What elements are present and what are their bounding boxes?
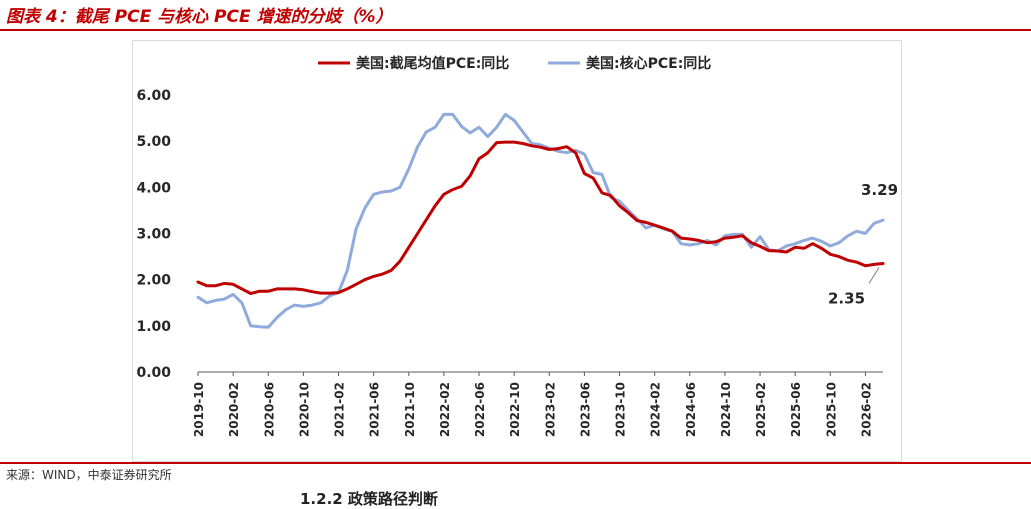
data-label-core-latest: 3.29 xyxy=(861,181,898,199)
data-label-trimmed-latest: 2.35 xyxy=(828,290,865,308)
y-tick-label: 0.00 xyxy=(136,365,171,381)
x-tick-label: 2023-10 xyxy=(614,382,628,437)
source-note: 来源：WIND，中泰证券研究所 xyxy=(6,468,172,482)
title-rule xyxy=(0,29,1031,31)
x-tick-label: 2025-02 xyxy=(754,382,768,437)
x-tick-label: 2025-06 xyxy=(789,382,803,437)
y-tick-label: 6.00 xyxy=(136,88,171,104)
y-tick-label: 5.00 xyxy=(136,134,171,150)
x-tick-label: 2024-02 xyxy=(649,382,663,437)
legend-core-pce-label: 美国:核心PCE:同比 xyxy=(586,55,711,72)
x-tick-label: 2024-06 xyxy=(684,382,698,437)
legend-trimmed-pce-label: 美国:截尾均值PCE:同比 xyxy=(356,55,509,72)
y-tick-label: 3.00 xyxy=(136,227,171,243)
data-label-leader xyxy=(868,267,880,284)
source-rule xyxy=(0,462,1031,464)
x-tick-label: 2020-02 xyxy=(227,382,241,437)
x-tick-label: 2026-02 xyxy=(859,382,873,437)
y-tick-label: 2.00 xyxy=(136,273,171,289)
line-chart: 0.00 1.00 2.00 3.00 4.00 5.00 6.00 2019-10 2020-… xyxy=(136,55,898,437)
x-tick-label: 2022-02 xyxy=(438,382,452,437)
y-tick-label: 4.00 xyxy=(136,180,171,196)
figure-title: 图表 4：截尾 PCE 与核心 PCE 增速的分歧（%） xyxy=(6,7,393,27)
x-tick-label: 2022-10 xyxy=(508,382,522,437)
x-tick-label: 2022-06 xyxy=(473,382,487,437)
x-tick-label: 2020-06 xyxy=(262,382,276,437)
x-tick-label: 2025-10 xyxy=(824,382,838,437)
x-tick-label: 2023-06 xyxy=(578,382,592,437)
x-tick-label: 2023-02 xyxy=(543,382,557,437)
x-tick-label: 2020-10 xyxy=(297,382,311,437)
chart-frame: 0.00 1.00 2.00 3.00 4.00 5.00 6.00 2019-10 2020-… xyxy=(132,40,902,462)
x-tick-label: 2021-10 xyxy=(403,382,417,437)
x-tick-label: 2019-10 xyxy=(192,382,206,437)
x-tick-label: 2021-02 xyxy=(333,382,347,437)
x-tick-label: 2024-10 xyxy=(719,382,733,437)
next-section-heading: 1.2.2 政策路径判断 xyxy=(300,490,438,508)
x-tick-label: 2021-06 xyxy=(368,382,382,437)
y-tick-label: 1.00 xyxy=(136,319,171,335)
series-line-trimmed-pce xyxy=(196,140,885,295)
